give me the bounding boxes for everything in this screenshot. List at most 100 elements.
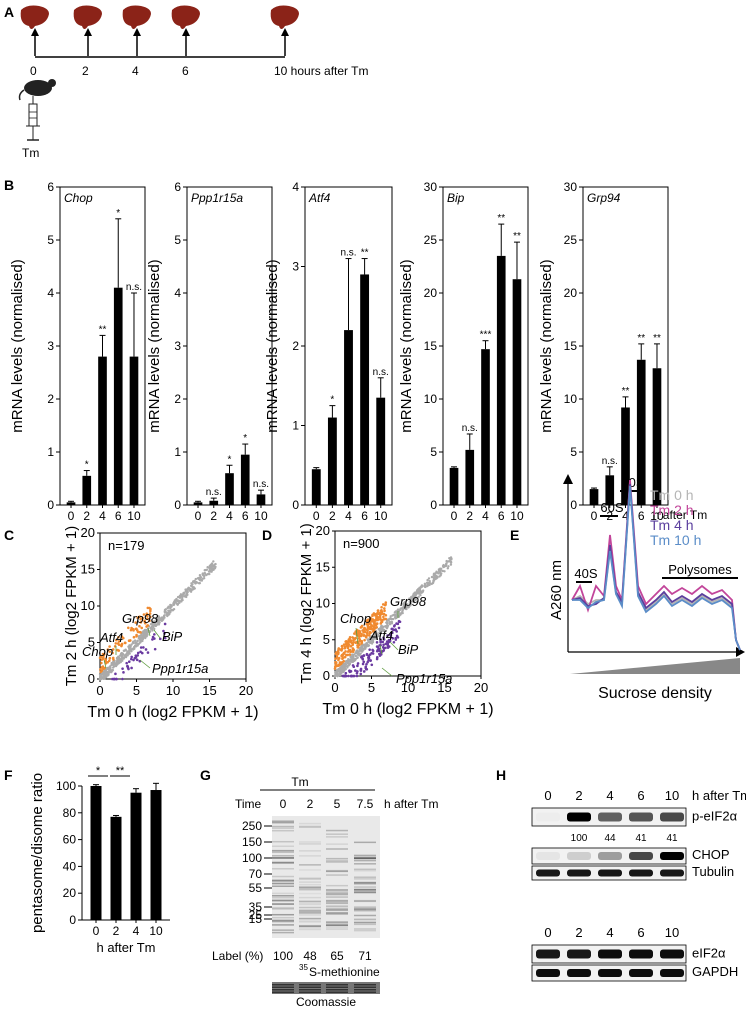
blot-label: p-eIF2α — [692, 809, 738, 824]
up-gene-point — [128, 639, 131, 643]
down-gene-point — [163, 632, 166, 635]
bar — [209, 500, 219, 505]
up-gene-point — [345, 643, 349, 646]
gel-band — [326, 869, 348, 872]
legend-entry: Tm 2 h — [650, 502, 694, 518]
up-gene-point — [148, 619, 151, 623]
significance-label: *** — [480, 330, 492, 341]
y-tick-label: 2 — [174, 392, 181, 406]
blot-band — [598, 949, 622, 959]
x-tick-label: 20 — [239, 683, 253, 698]
down-gene-point — [370, 663, 374, 667]
up-gene-point — [383, 609, 386, 613]
y-tick-label: 15 — [564, 339, 578, 353]
gene-point — [172, 602, 175, 605]
gene-point — [403, 605, 406, 609]
gel-band — [326, 922, 348, 924]
gel-band — [272, 882, 294, 885]
gene-point — [120, 656, 124, 659]
up-gene-point — [135, 627, 138, 631]
gel-band — [299, 917, 321, 920]
down-gene-point — [130, 666, 133, 670]
gene-label: BiP — [162, 629, 183, 644]
down-gene-point — [375, 645, 379, 648]
gene-point — [419, 594, 422, 597]
gel-band — [272, 916, 294, 919]
gel-band — [299, 850, 321, 852]
gel-band — [272, 896, 294, 899]
marker-label: 150 — [242, 835, 262, 849]
down-gene-point — [371, 649, 375, 653]
up-gene-point — [366, 623, 370, 627]
syringe-icon — [26, 96, 40, 141]
gene-point — [405, 605, 408, 608]
up-gene-point — [337, 647, 340, 651]
gene-point — [343, 662, 347, 665]
legend-entry: Tm 0 h — [650, 487, 694, 503]
x-tick-label: 4 — [482, 509, 489, 523]
gel-band — [354, 859, 376, 862]
gel-band — [326, 859, 348, 862]
y-tick-label: 60 — [63, 833, 77, 847]
timepoint-arrowhead — [281, 28, 289, 36]
blot-band — [598, 869, 622, 877]
up-gene-point — [102, 667, 105, 671]
gene-point — [206, 572, 210, 576]
gene-point — [449, 560, 453, 564]
panel-letter-g: G — [200, 767, 211, 783]
gene-point — [194, 582, 197, 585]
up-gene-point — [138, 615, 141, 618]
gene-point — [367, 640, 371, 643]
gel-band — [354, 891, 376, 893]
gene-point — [426, 578, 429, 582]
gel-band — [272, 924, 294, 926]
gel-band — [299, 914, 321, 916]
gene-point — [391, 617, 395, 621]
blot-band — [629, 812, 653, 822]
gene-point — [126, 650, 129, 653]
h-time: 10 — [665, 925, 679, 940]
down-gene-point — [130, 655, 133, 659]
y-tick-label: 0 — [323, 668, 330, 683]
g-time: 0 — [280, 797, 287, 811]
gene-point — [390, 620, 394, 624]
gene-point — [342, 667, 345, 671]
down-gene-point — [382, 649, 386, 652]
up-gene-point — [104, 659, 108, 663]
y-tick-label: 10 — [564, 392, 578, 406]
bar — [90, 786, 102, 920]
gene-point — [164, 608, 168, 611]
down-gene-point — [350, 674, 354, 678]
gel-band — [299, 917, 321, 920]
significance-label: n.s. — [340, 248, 356, 259]
gene-point — [146, 633, 149, 636]
up-gene-point — [335, 656, 339, 660]
up-gene-point — [356, 646, 360, 649]
gel-band — [299, 909, 321, 911]
gene-point — [418, 587, 422, 591]
y-tick-label: 2 — [47, 392, 54, 406]
y-axis-label: mRNA levels (normalised) — [146, 259, 163, 432]
down-gene-point — [364, 666, 367, 670]
up-gene-point — [135, 633, 138, 637]
coomassie-band — [354, 991, 376, 993]
g-gel — [272, 816, 380, 938]
gene-point — [203, 569, 206, 572]
up-gene-point — [334, 660, 338, 664]
down-gene-point — [392, 640, 396, 644]
x-tick-label: 0 — [195, 509, 202, 523]
gene-point — [134, 644, 137, 647]
gene-point — [208, 564, 212, 568]
gel-band — [299, 896, 321, 899]
sig-label: * — [96, 765, 101, 777]
gene-point — [449, 563, 453, 566]
y-tick-label: 0 — [69, 913, 76, 927]
gene-point — [151, 620, 155, 623]
gene-point — [144, 628, 147, 632]
gel-band — [299, 900, 321, 903]
up-gene-point — [142, 613, 146, 616]
gel-band — [326, 908, 348, 911]
g-gel-lanes — [272, 820, 376, 934]
up-gene-point — [359, 626, 363, 629]
h-time: 6 — [637, 788, 644, 803]
